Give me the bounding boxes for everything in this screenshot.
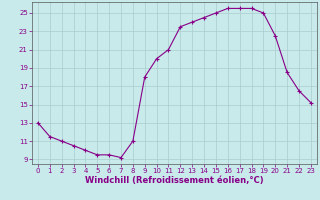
X-axis label: Windchill (Refroidissement éolien,°C): Windchill (Refroidissement éolien,°C) [85, 176, 264, 185]
